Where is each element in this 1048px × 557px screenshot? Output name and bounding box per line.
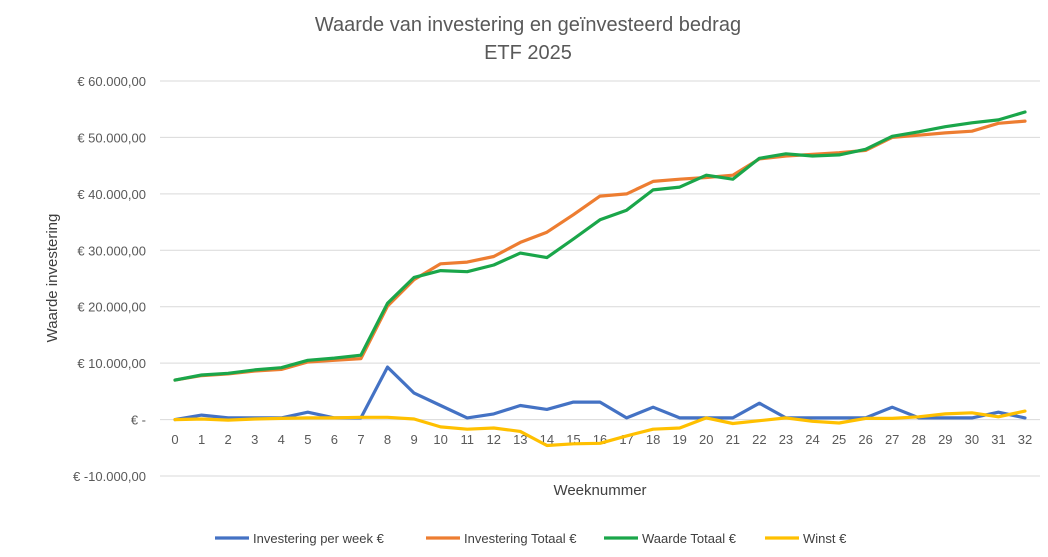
legend-item-3: Waarde Totaal € [604,531,737,546]
x-tick-label: 32 [1018,432,1032,447]
series-lines [173,110,1027,448]
x-tick-label: 24 [805,432,819,447]
y-tick-label: € 30.000,00 [77,243,146,258]
chart-subtitle: ETF 2025 [484,42,572,64]
x-tick-label: 5 [304,432,311,447]
x-tick-label: 8 [384,432,391,447]
x-tick-label: 11 [460,432,474,447]
x-tick-label: 23 [779,432,793,447]
y-tick-label: € 50.000,00 [77,130,146,145]
x-tick-label: 28 [912,432,926,447]
x-tick-label: 2 [225,432,232,447]
series-line-1 [173,365,1027,422]
x-tick-label: 12 [487,432,501,447]
legend-item-4: Winst € [765,531,847,546]
x-tick-label: 10 [433,432,447,447]
legend-label: Winst € [803,531,847,546]
x-tick-label: 4 [278,432,285,447]
legend-label: Waarde Totaal € [642,531,737,546]
legend-item-2: Investering Totaal € [426,531,577,546]
x-tick-label: 6 [331,432,338,447]
x-tick-label: 1 [198,432,205,447]
y-tick-label: € 60.000,00 [77,74,146,89]
y-axis-ticks: € 60.000,00 € 50.000,00 € 40.000,00 € 30.00… [73,74,146,484]
x-tick-label: 26 [858,432,872,447]
x-tick-label: 3 [251,432,258,447]
legend: Investering per week € Investering Totaal… [215,531,847,546]
legend-item-1: Investering per week € [215,531,385,546]
x-tick-label: 29 [938,432,952,447]
x-axis-label: Weeknummer [553,482,646,499]
x-tick-label: 18 [646,432,660,447]
y-tick-label: € -10.000,00 [73,469,146,484]
x-tick-label: 7 [357,432,364,447]
series-line-3 [173,110,1027,382]
series-line-4 [173,409,1027,448]
y-tick-label: € 40.000,00 [77,187,146,202]
y-tick-label: € - [131,413,146,428]
chart-title: Waarde van investering en geïnvesteerd b… [315,14,741,36]
x-tick-label: 9 [410,432,417,447]
y-axis-label: Waarde investering [44,214,61,343]
x-tick-label: 21 [726,432,740,447]
x-tick-label: 25 [832,432,846,447]
x-tick-label: 22 [752,432,766,447]
legend-label: Investering per week € [253,531,385,546]
x-tick-label: 0 [171,432,178,447]
y-tick-label: € 20.000,00 [77,300,146,315]
x-tick-label: 31 [991,432,1005,447]
legend-label: Investering Totaal € [464,531,577,546]
x-tick-label: 27 [885,432,899,447]
y-tick-label: € 10.000,00 [77,356,146,371]
x-axis-ticks: 0 1 2 3 4 5 6 7 8 9 10 11 12 13 14 15 16 17 18 19 20 21 22 23 24… [171,432,1032,447]
x-tick-label: 20 [699,432,713,447]
x-tick-label: 13 [513,432,527,447]
x-tick-label: 19 [672,432,686,447]
x-tick-label: 30 [965,432,979,447]
